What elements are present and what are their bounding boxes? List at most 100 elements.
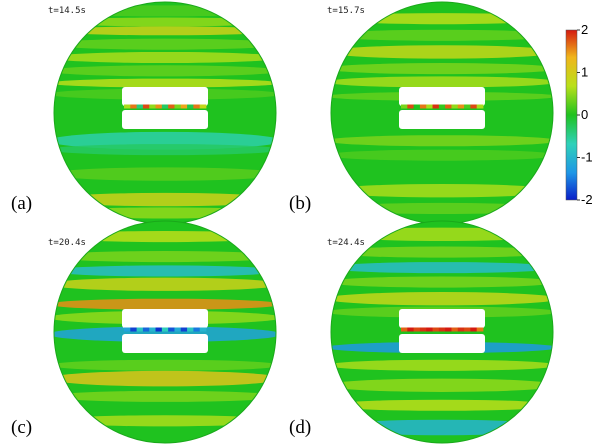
field-band-1 bbox=[54, 17, 276, 27]
panel-d-boundary bbox=[330, 220, 554, 444]
panel-c: t=20.4s (c) bbox=[11, 220, 277, 444]
slit-cell-11 bbox=[193, 327, 201, 332]
panel-b-field bbox=[331, 2, 553, 224]
slit-cell-9 bbox=[180, 327, 188, 332]
field-band-9 bbox=[331, 202, 553, 215]
field-band-6 bbox=[331, 135, 553, 147]
panel-b-obstacle-top bbox=[399, 87, 485, 106]
slit-cell-7 bbox=[168, 327, 175, 332]
field-band-1 bbox=[54, 250, 276, 263]
colorbar-tick-label-3: -1 bbox=[581, 150, 593, 165]
field-band-3 bbox=[54, 277, 276, 291]
slit-cell-10 bbox=[187, 327, 194, 332]
slit-cell-9 bbox=[457, 104, 465, 109]
field-band-8 bbox=[54, 370, 276, 387]
field-band-2 bbox=[331, 45, 553, 59]
colorbar-gradient bbox=[565, 29, 578, 201]
slit-cell-8 bbox=[451, 104, 459, 109]
slit-cell-4 bbox=[149, 104, 156, 109]
field-band-8 bbox=[331, 378, 553, 392]
slit-cell-0 bbox=[124, 327, 131, 332]
field-band-4 bbox=[331, 292, 553, 306]
panel-d-time: t=24.4s bbox=[327, 238, 365, 248]
field-band-11 bbox=[54, 192, 276, 207]
panel-a-obstacle-bottom bbox=[122, 110, 208, 129]
slit-cell-12 bbox=[476, 327, 484, 332]
slit-cell-9 bbox=[457, 327, 465, 332]
field-band-2 bbox=[54, 265, 276, 277]
slit-cell-7 bbox=[445, 104, 452, 109]
slit-cell-3 bbox=[142, 327, 150, 332]
slit-cell-2 bbox=[136, 104, 144, 109]
slit-cell-6 bbox=[161, 104, 169, 109]
slit-cell-3 bbox=[142, 104, 150, 109]
colorbar-tick-label-4: -2 bbox=[581, 192, 593, 207]
slit-cell-8 bbox=[174, 104, 182, 109]
panel-d-obstacle-top bbox=[399, 309, 485, 328]
panel-d-field bbox=[331, 221, 553, 443]
slit-cell-9 bbox=[180, 104, 188, 109]
slit-cell-5 bbox=[432, 327, 440, 332]
panel-d-letter: (d) bbox=[289, 417, 311, 438]
panel-c-field bbox=[54, 221, 276, 443]
slit-cell-2 bbox=[136, 327, 144, 332]
field-band-5 bbox=[54, 65, 276, 77]
slit-cell-0 bbox=[401, 104, 408, 109]
slit-cell-1 bbox=[407, 327, 415, 332]
slit-cell-11 bbox=[470, 327, 478, 332]
colorbar: 2 1 0 -1 -2 bbox=[565, 22, 593, 207]
field-band-10 bbox=[54, 167, 276, 181]
slit-cell-4 bbox=[426, 104, 433, 109]
slit-cell-3 bbox=[419, 327, 427, 332]
panel-d: t=24.4s (d) bbox=[289, 220, 554, 444]
slit-cell-10 bbox=[464, 104, 471, 109]
slit-cell-12 bbox=[476, 104, 484, 109]
slit-cell-6 bbox=[438, 104, 446, 109]
slit-cell-3 bbox=[419, 104, 427, 109]
field-band-2 bbox=[331, 262, 553, 274]
slit-cell-1 bbox=[130, 104, 138, 109]
slit-cell-6 bbox=[161, 327, 169, 332]
slit-cell-10 bbox=[464, 327, 471, 332]
slit-cell-11 bbox=[193, 104, 201, 109]
slit-cell-7 bbox=[168, 104, 175, 109]
slit-cell-8 bbox=[174, 327, 182, 332]
field-band-2 bbox=[54, 26, 276, 36]
field-band-4 bbox=[331, 76, 553, 88]
slit-cell-10 bbox=[187, 104, 194, 109]
panel-c-obstacle-bottom bbox=[122, 334, 208, 353]
field-band-3 bbox=[331, 276, 553, 288]
slit-cell-5 bbox=[155, 327, 163, 332]
slit-cell-1 bbox=[407, 104, 415, 109]
panel-a-obstacle-top bbox=[122, 87, 208, 106]
field-band-7 bbox=[331, 359, 553, 371]
slit-cell-8 bbox=[451, 327, 459, 332]
field-band-10 bbox=[331, 419, 553, 436]
field-band-1 bbox=[331, 29, 553, 41]
slit-cell-11 bbox=[470, 104, 478, 109]
panel-d-obstacle-bottom bbox=[399, 334, 485, 353]
field-band-1 bbox=[331, 246, 553, 258]
field-band-7 bbox=[331, 149, 553, 161]
field-band-9 bbox=[54, 144, 276, 156]
colorbar-tick-label-0: 2 bbox=[581, 22, 588, 37]
panel-a-time: t=14.5s bbox=[48, 6, 86, 16]
panel-b-letter: (b) bbox=[289, 193, 311, 214]
slit-cell-1 bbox=[130, 327, 138, 332]
panel-c-time: t=20.4s bbox=[48, 238, 86, 248]
colorbar-ticks: 2 1 0 -1 -2 bbox=[577, 22, 593, 207]
field-band-4 bbox=[54, 298, 276, 310]
field-band-6 bbox=[54, 78, 276, 88]
slit-cell-0 bbox=[124, 104, 131, 109]
panel-b-time: t=15.7s bbox=[327, 6, 365, 16]
slit-cell-12 bbox=[199, 327, 207, 332]
slit-cell-0 bbox=[401, 327, 408, 332]
panel-c-boundary bbox=[53, 220, 277, 444]
field-band-9 bbox=[54, 390, 276, 402]
slit-cell-12 bbox=[199, 104, 207, 109]
panel-b: t=15.7s (b) bbox=[289, 1, 554, 225]
field-band-12 bbox=[54, 207, 276, 219]
slit-cell-7 bbox=[445, 327, 452, 332]
colorbar-tick-label-1: 1 bbox=[581, 65, 588, 80]
